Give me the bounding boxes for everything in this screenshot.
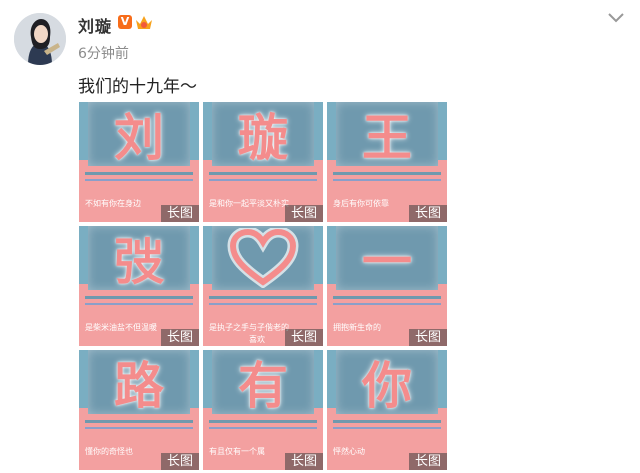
tile-divider: [85, 420, 193, 423]
tile-char: 有: [238, 357, 288, 415]
image-tile[interactable]: 一 拥抱新生命的 长图: [327, 226, 447, 346]
tile-panel: [336, 226, 438, 290]
long-image-badge: 长图: [161, 453, 199, 470]
tile-char: 刘: [114, 109, 164, 167]
tile-panel: [336, 350, 438, 414]
tile-divider: [333, 420, 441, 423]
long-image-badge: 长图: [161, 329, 199, 346]
long-image-badge: 长图: [409, 329, 447, 346]
tile-divider: [85, 179, 193, 181]
tile-caption: 是和你一起平淡又朴实的生活: [209, 199, 289, 208]
tile-panel: [336, 102, 438, 166]
tile-char: 路: [114, 357, 164, 415]
tile-divider: [209, 303, 317, 305]
tile-caption: 怦然心动: [333, 447, 365, 456]
tile-divider: [209, 427, 317, 429]
long-image-badge: 长图: [409, 453, 447, 470]
chevron-down-icon[interactable]: [606, 10, 626, 24]
long-image-badge: 长图: [409, 205, 447, 222]
heart-icon: [227, 228, 299, 288]
tile-divider: [333, 303, 441, 305]
tile-divider: [333, 427, 441, 429]
long-image-badge: 长图: [285, 205, 323, 222]
crown-icon: [136, 16, 152, 29]
tile-divider: [209, 172, 317, 175]
long-image-badge: 长图: [285, 329, 323, 346]
post-text: 我们的十九年～: [78, 77, 197, 97]
tile-divider: [333, 172, 441, 175]
image-tile[interactable]: 是执子之手与子偕老的 喜欢 长图: [203, 226, 323, 346]
tile-divider: [209, 296, 317, 299]
image-tile[interactable]: 刘 不如有你在身边 长图: [79, 102, 199, 222]
tile-divider: [85, 303, 193, 305]
tile-caption: 不如有你在身边: [85, 199, 141, 208]
tile-char: 你: [362, 357, 412, 415]
image-grid: 刘 不如有你在身边 长图 璇 是和你一起平淡又朴实的生活 长图 王 身后有你可依…: [79, 102, 447, 471]
image-tile[interactable]: 璇 是和你一起平淡又朴实的生活 长图: [203, 102, 323, 222]
long-image-badge: 长图: [285, 453, 323, 470]
tile-divider: [85, 427, 193, 429]
tile-char: 王: [362, 109, 412, 167]
timestamp[interactable]: 6分钟前: [78, 46, 129, 62]
verified-badge: V: [118, 15, 132, 29]
tile-divider: [85, 296, 193, 299]
tile-caption: 懂你的奇怪也: [85, 447, 133, 456]
tile-divider: [333, 296, 441, 299]
image-tile[interactable]: 王 身后有你可依靠 长图: [327, 102, 447, 222]
tile-caption-line2: 喜欢: [249, 335, 265, 344]
tile-caption: 拥抱新生命的: [333, 323, 381, 332]
tile-caption: 有且仅有一个属: [209, 447, 265, 456]
long-image-badge: 长图: [161, 205, 199, 222]
image-tile[interactable]: 弢 是柴米油盐不但温暖 长图: [79, 226, 199, 346]
tile-panel: [88, 350, 190, 414]
tile-char: 璇: [238, 109, 288, 167]
tile-caption: 是执子之手与子偕老的: [209, 323, 289, 332]
image-tile[interactable]: 你 怦然心动 长图: [327, 350, 447, 470]
tile-panel: [88, 102, 190, 166]
tile-divider: [85, 172, 193, 175]
tile-panel: [88, 226, 190, 290]
tile-divider: [209, 179, 317, 181]
tile-panel: [212, 102, 314, 166]
tile-char: 一: [362, 233, 412, 291]
avatar[interactable]: [14, 13, 66, 65]
tile-panel: [212, 350, 314, 414]
tile-char: 弢: [114, 233, 164, 291]
tile-divider: [209, 420, 317, 423]
tile-caption: 是柴米油盐不但温暖: [85, 323, 157, 332]
image-tile[interactable]: 路 懂你的奇怪也 长图: [79, 350, 199, 470]
username[interactable]: 刘璇: [78, 17, 113, 36]
tile-divider: [333, 179, 441, 181]
image-tile[interactable]: 有 有且仅有一个属 长图: [203, 350, 323, 470]
avatar-photo: [14, 13, 66, 65]
tile-caption: 身后有你可依靠: [333, 199, 389, 208]
